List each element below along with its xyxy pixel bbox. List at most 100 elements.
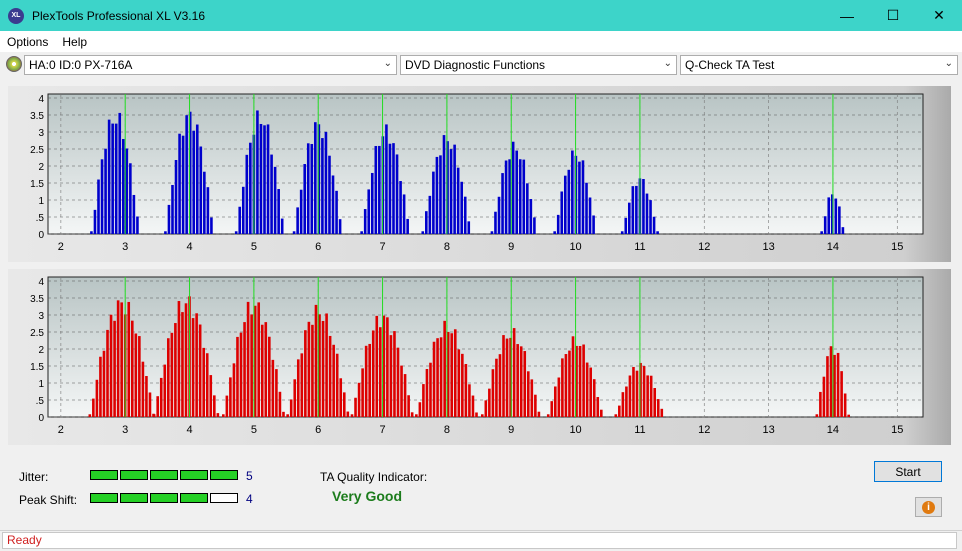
bar <box>403 374 407 417</box>
bar <box>332 344 335 417</box>
bar <box>264 322 268 417</box>
toolbar: HA:0 ID:0 PX-716A ⌄ DVD Diagnostic Funct… <box>0 53 962 77</box>
close-button[interactable]: ✕ <box>933 7 945 23</box>
bar <box>475 412 478 417</box>
bar <box>382 315 386 417</box>
y-tick-label: 1 <box>38 379 44 390</box>
bar <box>268 336 271 417</box>
bar <box>229 377 232 417</box>
bar <box>620 231 624 234</box>
bar <box>350 414 354 417</box>
bar <box>406 218 409 234</box>
start-button[interactable]: Start <box>874 461 942 482</box>
bar <box>321 138 324 234</box>
x-tick-label: 9 <box>508 241 514 253</box>
bar <box>508 159 511 234</box>
bar <box>556 214 560 234</box>
chart-blue-svg: 0 .5 1 1.5 2 2.5 3 3.5 4 2 3 4 5 6 7 8 9 10 11 12 13 14 15 <box>30 93 924 253</box>
chevron-down-icon: ⌄ <box>944 58 953 69</box>
bar <box>502 335 505 417</box>
peak-shift-value: 4 <box>246 492 253 506</box>
function-select[interactable]: DVD Diagnostic Functions ⌄ <box>400 55 677 75</box>
bar <box>339 378 343 417</box>
bar <box>388 143 392 234</box>
bar <box>386 317 389 417</box>
x-tick-label: 11 <box>634 424 645 436</box>
bar <box>292 231 296 234</box>
bar <box>399 181 402 234</box>
bar <box>385 124 388 234</box>
x-tick-label: 11 <box>634 241 645 253</box>
bar <box>519 346 523 417</box>
bar <box>321 320 325 417</box>
bar <box>171 184 174 234</box>
bar <box>114 123 118 234</box>
bar <box>314 304 318 417</box>
bar <box>564 354 568 417</box>
bar <box>826 356 829 417</box>
x-tick-label: 4 <box>186 241 192 253</box>
bar <box>526 371 530 417</box>
bar <box>646 375 649 417</box>
bar <box>357 382 361 417</box>
bar <box>439 337 443 417</box>
drive-select-value: HA:0 ID:0 PX-716A <box>29 58 133 72</box>
bar <box>530 379 534 417</box>
bar <box>516 344 519 417</box>
bar <box>436 338 439 417</box>
peak-shift-meter-segment <box>120 493 148 503</box>
minimize-button[interactable]: — <box>840 7 854 24</box>
bar <box>331 175 335 234</box>
bar <box>256 110 259 234</box>
bar <box>184 303 188 417</box>
bar <box>136 216 139 234</box>
bar <box>631 186 635 234</box>
menu-help[interactable]: Help <box>62 34 88 49</box>
bar <box>841 227 845 234</box>
menu-options[interactable]: Options <box>7 34 49 49</box>
bar <box>259 123 263 234</box>
bar <box>428 195 432 234</box>
menu-bar: Options Help <box>0 31 962 52</box>
y-tick-label: 4 <box>38 94 44 105</box>
bar <box>109 314 113 417</box>
peak-shift-meter-segment <box>150 493 178 503</box>
test-select[interactable]: Q-Check TA Test ⌄ <box>680 55 958 75</box>
y-tick-label: 4 <box>38 277 44 288</box>
bar <box>418 402 422 417</box>
bar <box>361 368 364 417</box>
bar <box>652 216 656 234</box>
bar <box>393 331 396 417</box>
bar <box>827 197 831 234</box>
bar <box>379 327 382 417</box>
y-tick-label: .5 <box>36 213 45 224</box>
bar <box>511 141 515 234</box>
bar <box>656 231 659 234</box>
bar <box>468 384 471 417</box>
x-tick-label: 10 <box>569 241 581 253</box>
drive-select[interactable]: HA:0 ID:0 PX-716A ⌄ <box>24 55 397 75</box>
bar <box>360 231 363 234</box>
bar <box>449 149 453 234</box>
info-button[interactable]: i <box>915 497 942 517</box>
bar <box>164 231 167 234</box>
bar <box>195 313 198 417</box>
maximize-button[interactable]: ☐ <box>886 7 900 23</box>
x-tick-label: 5 <box>251 241 257 253</box>
bar <box>253 305 257 417</box>
bar <box>840 371 843 417</box>
bar <box>222 414 225 417</box>
y-tick-label: 2.5 <box>30 145 44 156</box>
bar <box>836 352 840 417</box>
bar <box>100 159 104 234</box>
x-tick-label: 5 <box>251 424 257 436</box>
bar <box>625 386 628 417</box>
bar <box>125 148 129 234</box>
peak-shift-label: Peak Shift: <box>19 493 78 507</box>
bar <box>546 414 550 417</box>
bar <box>159 377 163 417</box>
bar <box>239 332 243 417</box>
bar <box>395 154 399 234</box>
bar <box>471 395 475 417</box>
bar <box>439 155 442 234</box>
